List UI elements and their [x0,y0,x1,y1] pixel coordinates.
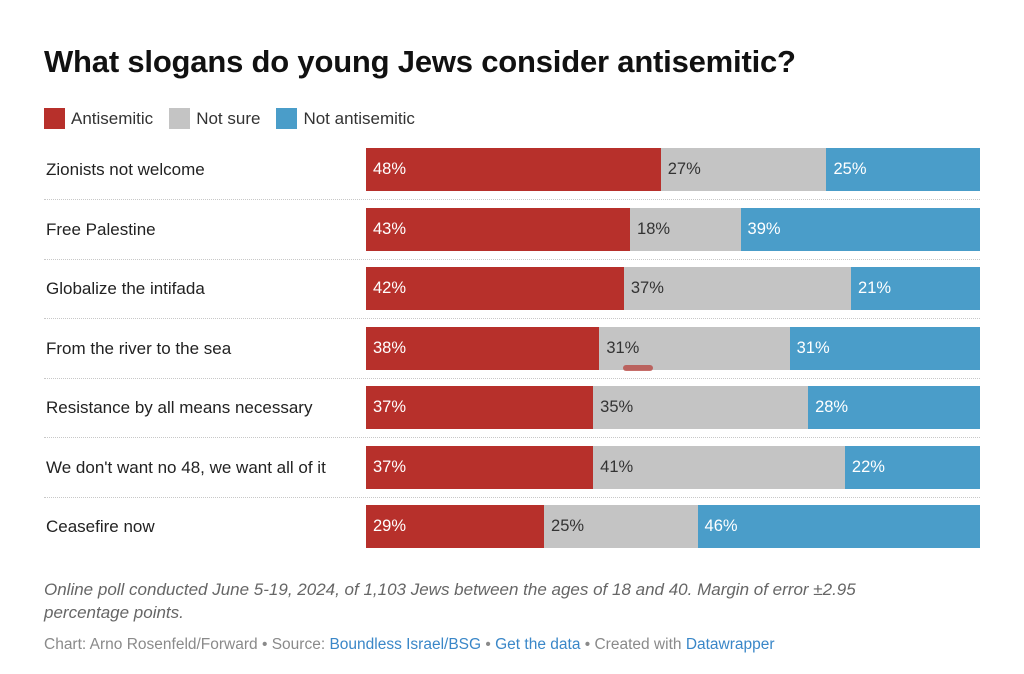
data-label: 35% [600,398,634,416]
legend-item-not-sure: Not sure [169,108,260,129]
row-separator [44,496,980,498]
data-label: 42% [373,279,407,297]
bar-segment-antisemitic: 48% [366,148,661,191]
data-label: 31% [606,338,640,357]
legend-item-not-antisemitic: Not antisemitic [276,108,415,129]
get-the-data-link[interactable]: Get the data [495,636,581,653]
bar-segment-antisemitic: 38% [366,326,600,370]
bar-row: Free Palestine 43% 18% 39% [44,207,980,268]
created-prefix: Created with [594,636,686,653]
data-label: 25% [833,160,867,178]
bar-row: Zionists not welcome 48% 27% 25% [44,148,980,208]
category-label: Resistance by all means necessary [46,398,313,417]
bar-segment-not-antisemitic: 28% [808,386,980,429]
legend-swatch-antisemitic [44,108,65,129]
separator-dot: • [481,636,496,653]
bar-segment-not-sure: 18% [630,207,741,251]
legend: Antisemitic Not sure Not antisemitic [44,108,431,129]
bar-row: Ceasefire now 29% 25% 46% [44,505,980,565]
data-label: 38% [373,338,407,357]
stacked-bar: 37% 35% 28% [366,386,980,429]
stacked-bar: 48% 27% 25% [366,148,980,191]
legend-swatch-not-antisemitic [276,108,298,129]
data-label: 37% [373,457,407,476]
data-label: 37% [373,398,407,416]
data-label: 31% [796,338,830,357]
bar-segment-not-antisemitic: 39% [740,207,980,251]
data-label: 29% [373,517,407,535]
legend-swatch-not-sure [169,108,191,129]
data-label: 41% [600,457,634,476]
separator-dot: • [580,636,595,653]
bar-segment-not-antisemitic: 31% [789,326,980,370]
stacked-bar: 38% 31% 31% [366,326,980,370]
bar-segment-not-sure: 31% [599,326,790,370]
row-separator [44,258,980,260]
bar-segment-not-antisemitic: 22% [844,445,980,489]
bar-row: Resistance by all means necessary 37% 35% 2… [44,386,980,446]
bar-segment-antisemitic: 37% [366,445,594,489]
data-label: 28% [815,398,849,416]
bar-rows: Zionists not welcome 48% 27% 25% Free Palest… [44,148,980,565]
legend-item-antisemitic: Antisemitic [44,108,153,129]
category-label: We don't want no 48, we want all of it [46,457,326,477]
chart-note: Online poll conducted June 5-19, 2024, o… [44,580,856,622]
row-separator [44,437,980,438]
category-label: Zionists not welcome [46,160,205,179]
chart-title: What slogans do young Jews consider anti… [44,44,796,79]
bar-row: Globalize the intifada 42% 37% 21% [44,267,980,327]
bar-segment-not-sure: 37% [623,267,852,310]
bar-segment-antisemitic: 42% [366,267,624,310]
bar-segment-not-sure: 35% [593,386,809,429]
bar-segment-not-antisemitic: 46% [697,505,980,548]
separator-dot: • [257,636,272,653]
stacked-bar: 37% 41% 22% [366,445,980,489]
data-label: 18% [637,219,671,238]
source-prefix: Source: [271,636,330,653]
category-label: Globalize the intifada [46,279,205,298]
category-label: Ceasefire now [46,517,155,536]
row-separator [44,318,980,319]
bar-row: From the river to the sea 38% 31% 31% [44,326,980,387]
bar-segment-not-sure: 41% [593,445,845,489]
bar-row: We don't want no 48, we want all of it 37… [44,445,980,506]
bar-segment-antisemitic: 29% [366,505,545,548]
bar-segment-not-sure: 27% [660,148,827,191]
source-link[interactable]: Boundless Israel/BSG [329,636,482,653]
data-label: 48% [373,160,407,178]
stacked-bar: 29% 25% 46% [366,505,980,548]
category-label: From the river to the sea [46,338,232,358]
data-label: 22% [851,457,885,476]
row-separator [44,377,980,379]
data-label: 46% [704,517,738,535]
credits: Chart: Arno Rosenfeld/Forward • Source: … [44,636,775,654]
data-label: 43% [373,219,407,238]
row-separator [44,199,980,200]
bar-segment-antisemitic: 37% [366,386,594,429]
legend-label: Not antisemitic [303,108,415,128]
handwritten-underline-mark [623,365,653,371]
data-label: 39% [747,219,781,238]
legend-label: Antisemitic [71,108,154,128]
category-label: Free Palestine [46,219,156,239]
data-label: 25% [551,517,585,535]
stacked-bar: 42% 37% 21% [366,267,980,310]
bar-segment-not-sure: 25% [544,505,698,548]
chart-author: Chart: Arno Rosenfeld/Forward [44,636,258,653]
datawrapper-link[interactable]: Datawrapper [685,636,775,653]
stacked-bar: 43% 18% 39% [366,207,980,251]
data-label: 27% [667,160,701,178]
bar-segment-antisemitic: 43% [366,207,631,251]
bar-segment-not-antisemitic: 25% [826,148,980,191]
legend-label: Not sure [196,108,261,128]
bar-segment-not-antisemitic: 21% [851,267,980,310]
data-label: 37% [630,279,664,297]
data-label: 21% [858,279,892,297]
